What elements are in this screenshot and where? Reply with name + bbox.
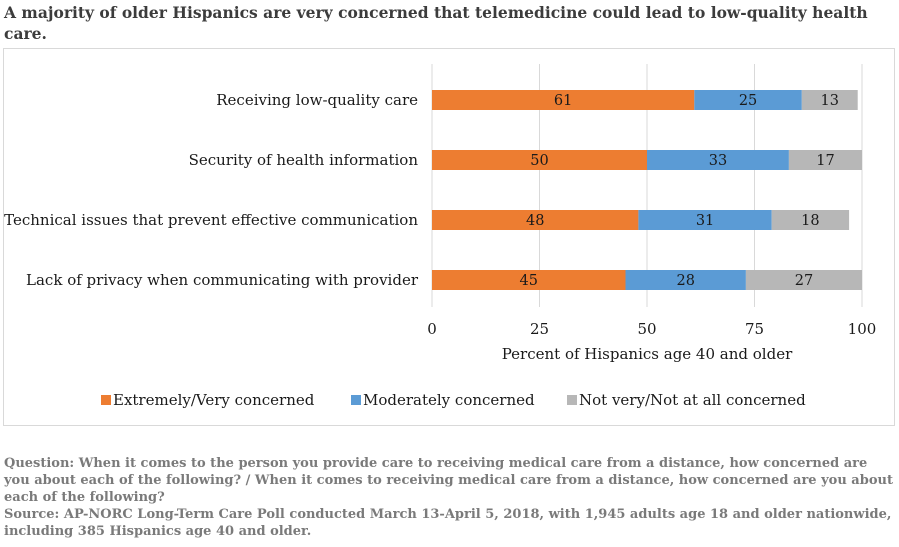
legend-swatch bbox=[567, 395, 577, 405]
bars bbox=[432, 90, 862, 290]
x-axis-title: Percent of Hispanics age 40 and older bbox=[502, 345, 793, 363]
legend-swatch bbox=[351, 395, 361, 405]
data-label: 28 bbox=[676, 273, 694, 289]
legend-entry: Not very/Not at all concerned bbox=[579, 391, 806, 409]
bar-segment bbox=[625, 270, 746, 290]
bar-segment bbox=[771, 210, 850, 230]
bar-segment bbox=[745, 270, 862, 290]
question-note: Question: When it comes to the person yo… bbox=[4, 456, 893, 505]
bar-segment bbox=[432, 210, 639, 230]
data-label: 61 bbox=[554, 93, 572, 109]
bar-segment bbox=[432, 270, 626, 290]
category-label: Security of health information bbox=[189, 151, 419, 169]
x-axis: 0 25 50 75 100 Percent of Hispanics age 40 an… bbox=[427, 320, 876, 363]
x-tick-label: 25 bbox=[530, 320, 549, 338]
data-label: 27 bbox=[795, 273, 813, 289]
x-tick-label: 100 bbox=[848, 320, 877, 338]
x-tick-label: 50 bbox=[637, 320, 656, 338]
x-tick-label: 75 bbox=[745, 320, 764, 338]
data-label: 33 bbox=[709, 153, 727, 169]
bar-segment bbox=[432, 90, 695, 110]
data-label: 13 bbox=[821, 93, 839, 109]
bar-segment bbox=[638, 210, 772, 230]
category-label: Technical issues that prevent effective … bbox=[4, 211, 418, 229]
legend-entry: Moderately concerned bbox=[363, 391, 535, 409]
data-label: 48 bbox=[526, 213, 544, 229]
data-label: 25 bbox=[739, 93, 757, 109]
data-label: 18 bbox=[801, 213, 819, 229]
bar-segment bbox=[801, 90, 858, 110]
source-note: Source: AP-NORC Long-Term Care Poll cond… bbox=[4, 507, 892, 539]
legend: Extremely/Very concerned Moderately conce… bbox=[101, 391, 806, 409]
chart-title: A majority of older Hispanics are very c… bbox=[4, 3, 868, 43]
x-tick-label: 0 bbox=[427, 320, 437, 338]
legend-entry: Extremely/Very concerned bbox=[113, 391, 315, 409]
labels: 61 25 13 Receiving low-quality care 50 33 17 Se… bbox=[4, 91, 839, 289]
legend-swatch bbox=[101, 395, 111, 405]
data-label: 31 bbox=[696, 213, 714, 229]
bar-segment bbox=[788, 150, 862, 170]
bar-segment bbox=[432, 150, 647, 170]
category-label: Lack of privacy when communicating with … bbox=[26, 271, 419, 289]
stacked-bar-chart: 61 25 13 Receiving low-quality care 50 33 17 Se… bbox=[4, 64, 876, 409]
data-label: 45 bbox=[520, 273, 538, 289]
category-label: Receiving low-quality care bbox=[216, 91, 418, 109]
bar-segment bbox=[647, 150, 789, 170]
data-label: 17 bbox=[816, 153, 834, 169]
chart-area: 61 25 13 Receiving low-quality care 50 33 17 Se… bbox=[3, 48, 895, 426]
bar-segment bbox=[694, 90, 802, 110]
chart-notes: Question: When it comes to the person yo… bbox=[4, 455, 896, 540]
data-label: 50 bbox=[530, 153, 548, 169]
